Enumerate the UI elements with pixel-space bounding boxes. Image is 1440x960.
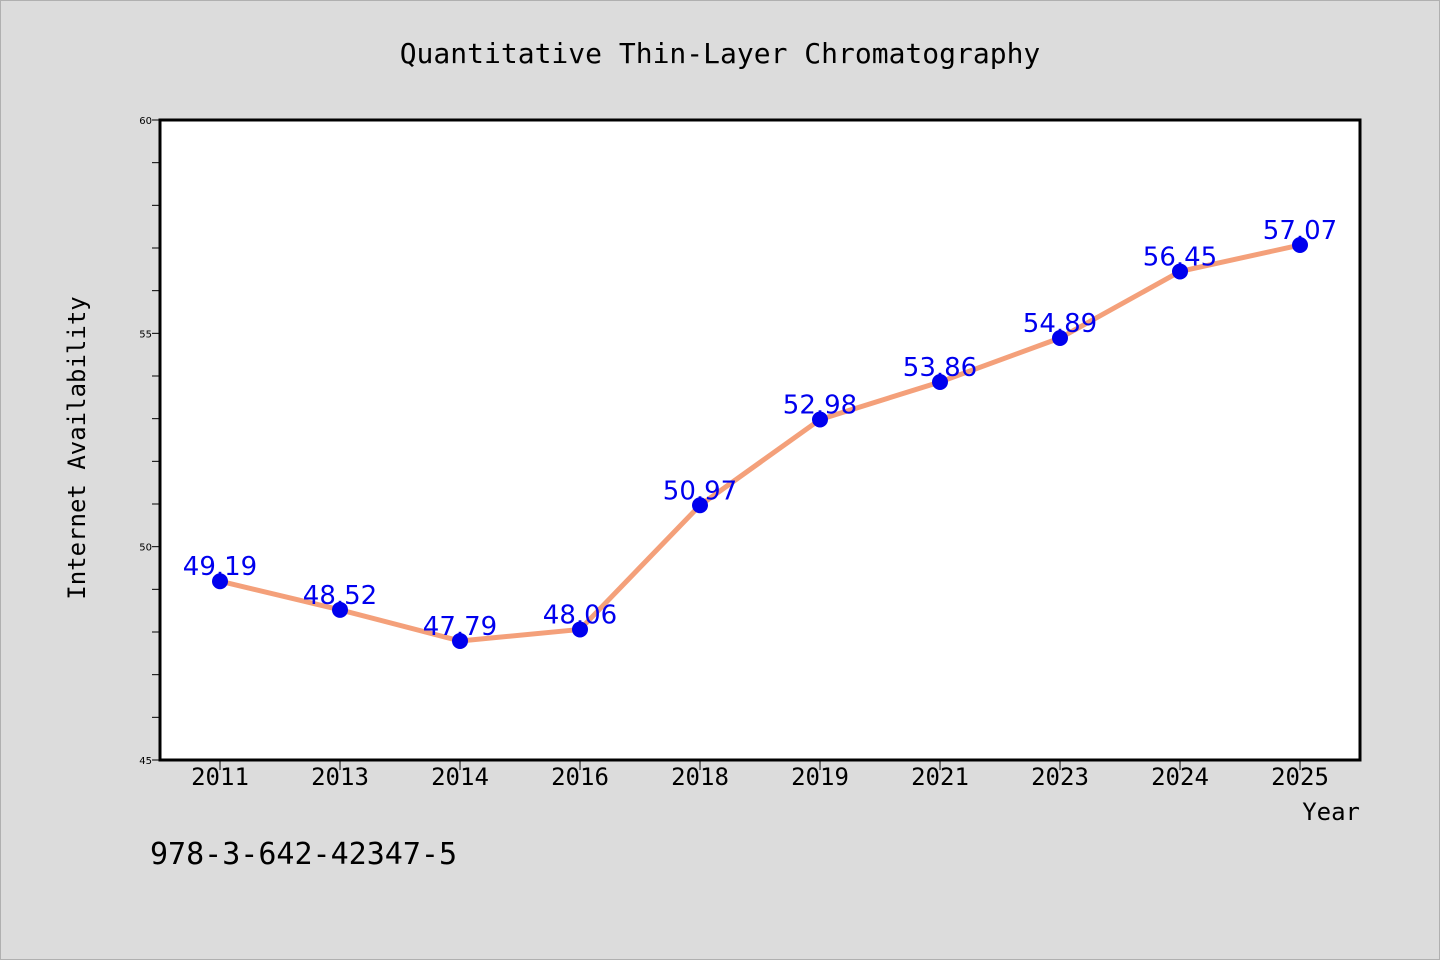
y-axis-label: Internet Availability bbox=[63, 296, 91, 599]
data-point-marker bbox=[692, 497, 708, 514]
y-tick-label: 45 bbox=[139, 756, 152, 767]
data-point-marker bbox=[212, 573, 228, 590]
data-label: 48.06 bbox=[543, 600, 617, 630]
x-axis-label: Year bbox=[1302, 798, 1360, 826]
x-tick-label: 2014 bbox=[431, 763, 489, 791]
y-tick-label: 50 bbox=[139, 543, 152, 554]
chart-title: Quantitative Thin-Layer Chromatography bbox=[400, 37, 1041, 70]
x-tick-label: 2025 bbox=[1271, 763, 1329, 791]
data-label: 56.45 bbox=[1143, 242, 1217, 272]
data-label: 49.19 bbox=[183, 552, 257, 582]
x-tick-label: 2021 bbox=[911, 763, 969, 791]
axis-ticks: 45 50 55 60 2011 2013 2014 2016 2018 2019 2021 2023… bbox=[139, 116, 1329, 791]
x-tick-label: 2024 bbox=[1151, 763, 1209, 791]
x-tick-label: 2019 bbox=[791, 763, 849, 791]
data-point-marker bbox=[572, 621, 588, 638]
plot-border bbox=[158, 118, 1362, 762]
data-label: 50.97 bbox=[663, 476, 737, 506]
data-point-marker bbox=[932, 373, 948, 390]
series-layer: 49.19 48.52 47.79 48.06 50.97 52.98 53.86 54.89… bbox=[183, 216, 1337, 649]
data-label: 47.79 bbox=[423, 612, 497, 642]
data-label: 53.86 bbox=[903, 353, 977, 383]
data-label: 54.89 bbox=[1023, 309, 1097, 339]
plot-area bbox=[160, 120, 1360, 760]
data-point-marker bbox=[1172, 263, 1188, 280]
data-point-marker bbox=[332, 601, 348, 618]
data-point-marker bbox=[452, 632, 468, 649]
y-tick-label: 60 bbox=[139, 116, 152, 127]
data-point-marker bbox=[1052, 330, 1068, 347]
x-tick-label: 2011 bbox=[191, 763, 249, 791]
y-tick-label: 55 bbox=[139, 329, 152, 340]
data-label: 57.07 bbox=[1263, 216, 1337, 246]
footnote-isbn: 978-3-642-42347-5 bbox=[150, 837, 457, 872]
x-tick-label: 2016 bbox=[551, 763, 609, 791]
x-tick-label: 2023 bbox=[1031, 763, 1089, 791]
data-point-marker bbox=[1292, 237, 1308, 254]
data-label: 48.52 bbox=[303, 581, 377, 611]
data-label: 52.98 bbox=[783, 391, 857, 421]
series-line bbox=[217, 242, 1303, 644]
x-tick-label: 2018 bbox=[671, 763, 729, 791]
x-tick-label: 2013 bbox=[311, 763, 369, 791]
data-point-marker bbox=[812, 411, 828, 428]
